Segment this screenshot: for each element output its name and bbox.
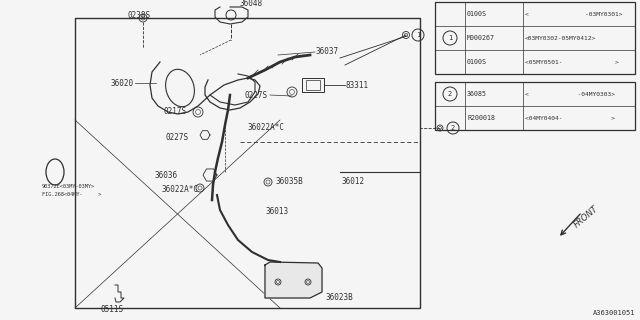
Text: 36013: 36013 [265,207,288,217]
Bar [75,18,420,308]
Bar [435,82,635,130]
Text: A363001051: A363001051 [593,310,635,316]
Text: 0100S: 0100S [467,59,487,65]
Text: 2: 2 [448,91,452,97]
Text: <03MY0302-05MY0412>: <03MY0302-05MY0412> [525,36,596,41]
Bar [302,78,324,92]
Text: 1: 1 [416,32,420,38]
Text: 36020: 36020 [111,78,134,87]
Text: 83311: 83311 [346,81,369,90]
Text: <             -04MY0303>: < -04MY0303> [525,92,615,97]
Text: 36012: 36012 [342,177,365,186]
Text: 0238S: 0238S [127,12,150,20]
Text: 36035B: 36035B [275,178,303,187]
Text: 36037: 36037 [316,47,339,57]
Bar [435,2,635,74]
Text: FRONT: FRONT [572,204,600,230]
Text: 2: 2 [451,125,455,131]
Text: 1: 1 [448,35,452,41]
Text: 90372E<03MY-03MY>: 90372E<03MY-03MY> [42,184,95,189]
Text: <04MY0404-             >: <04MY0404- > [525,116,615,121]
Text: 0217S: 0217S [163,108,186,116]
Text: 36036: 36036 [155,171,178,180]
Polygon shape [265,262,322,298]
Text: 0227S: 0227S [165,133,188,142]
Text: R200018: R200018 [467,115,495,121]
Text: <               -03MY0301>: < -03MY0301> [525,12,623,17]
Text: FIG.268<04MY-     >: FIG.268<04MY- > [42,192,101,197]
Text: 0227S: 0227S [245,92,268,100]
Text: 36023B: 36023B [325,293,353,302]
Bar [306,80,320,90]
Text: 36022A*C: 36022A*C [162,186,199,195]
Text: <05MY0501-              >: <05MY0501- > [525,60,619,65]
Text: M000267: M000267 [467,35,495,41]
Text: 0100S: 0100S [467,11,487,17]
Text: 0511S: 0511S [100,305,124,314]
Text: 36048: 36048 [239,0,262,9]
Text: 36085: 36085 [467,91,487,97]
Text: 36022A*C: 36022A*C [248,123,285,132]
